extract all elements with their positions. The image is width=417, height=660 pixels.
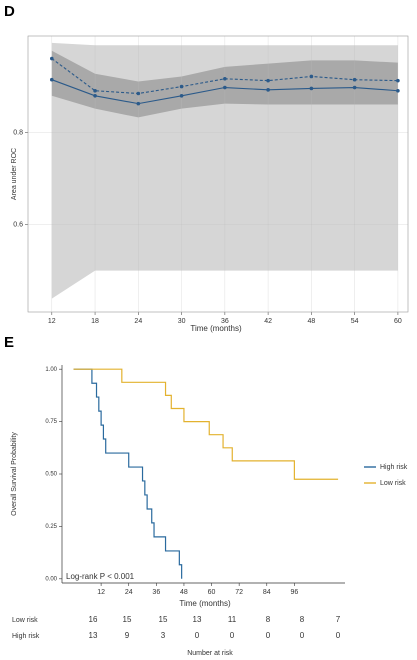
x-tick-label: 36 bbox=[221, 318, 229, 325]
risk-count: 0 bbox=[336, 631, 341, 640]
x-tick-label: 60 bbox=[208, 589, 216, 596]
y-tick-label: 0.00 bbox=[45, 576, 57, 582]
risk-count: 0 bbox=[195, 631, 200, 640]
x-tick-label: 42 bbox=[264, 318, 272, 325]
data-point bbox=[266, 88, 270, 92]
data-point bbox=[223, 76, 227, 81]
risk-count: 0 bbox=[266, 631, 271, 640]
y-tick-label: 0.75 bbox=[45, 419, 57, 425]
x-tick-label: 24 bbox=[134, 318, 142, 325]
x-tick-label: 48 bbox=[180, 589, 188, 596]
risk-count: 7 bbox=[336, 615, 341, 624]
data-point bbox=[49, 56, 54, 61]
x-tick-label: 12 bbox=[97, 589, 105, 596]
data-point bbox=[352, 77, 357, 82]
data-point bbox=[309, 74, 314, 79]
risk-count: 11 bbox=[228, 615, 237, 624]
risk-row-label: Low risk bbox=[12, 617, 38, 624]
x-tick-label: 54 bbox=[351, 318, 359, 325]
data-point bbox=[93, 94, 97, 98]
x-tick-label: 84 bbox=[263, 589, 271, 596]
x-tick-label: 48 bbox=[307, 318, 315, 325]
data-point bbox=[136, 101, 141, 106]
y-tick-label: 1.00 bbox=[45, 367, 57, 373]
x-tick-label: 12 bbox=[48, 318, 56, 325]
x-tick-label: 18 bbox=[91, 318, 99, 325]
y-tick-label: 0.8 bbox=[13, 129, 23, 136]
legend-label: High risk bbox=[380, 464, 408, 471]
risk-count: 0 bbox=[300, 631, 305, 640]
data-point bbox=[93, 88, 97, 93]
y-tick-label: 0.25 bbox=[45, 524, 57, 530]
plot-frame bbox=[27, 35, 409, 313]
survival-curve bbox=[73, 368, 183, 579]
risk-count: 16 bbox=[89, 615, 98, 624]
risk-count: 15 bbox=[123, 615, 132, 624]
risk-table-title: Number at risk bbox=[187, 650, 233, 657]
risk-count: 13 bbox=[193, 615, 202, 624]
y-axis-label: Area under ROC bbox=[11, 148, 18, 200]
data-point bbox=[396, 88, 400, 93]
risk-count: 0 bbox=[230, 631, 235, 640]
data-point bbox=[179, 94, 184, 98]
x-tick-label: 24 bbox=[125, 589, 133, 596]
risk-count: 9 bbox=[125, 631, 130, 640]
x-tick-label: 72 bbox=[235, 589, 243, 596]
annotation: Log-rank P < 0.001 bbox=[66, 572, 135, 581]
risk-count: 8 bbox=[300, 615, 305, 624]
risk-count: 15 bbox=[159, 615, 168, 624]
risk-count: 13 bbox=[89, 631, 98, 640]
x-axis-label: Time (months) bbox=[179, 599, 231, 608]
x-axis-label: Time (months) bbox=[190, 324, 242, 333]
x-tick-label: 60 bbox=[394, 318, 402, 325]
risk-count: 3 bbox=[161, 631, 166, 640]
data-point bbox=[352, 85, 357, 90]
data-point bbox=[136, 91, 141, 96]
data-point bbox=[266, 78, 270, 83]
data-point bbox=[223, 85, 227, 90]
panel-letter: E bbox=[4, 334, 14, 351]
x-tick-label: 96 bbox=[290, 589, 298, 596]
data-point bbox=[396, 78, 400, 83]
survival-curve bbox=[73, 368, 339, 480]
x-tick-label: 30 bbox=[178, 318, 186, 325]
panel-letter: D bbox=[4, 3, 15, 20]
data-point bbox=[179, 84, 184, 89]
y-tick-label: 0.6 bbox=[13, 221, 23, 228]
risk-row-label: High risk bbox=[12, 633, 40, 640]
data-point bbox=[309, 86, 314, 91]
y-axis-label: Overall Survival Probability bbox=[11, 432, 18, 516]
x-tick-label: 36 bbox=[152, 589, 160, 596]
y-tick-label: 0.50 bbox=[45, 472, 57, 478]
legend-label: Low risk bbox=[380, 480, 406, 487]
risk-count: 8 bbox=[266, 615, 271, 624]
data-point bbox=[49, 77, 54, 82]
